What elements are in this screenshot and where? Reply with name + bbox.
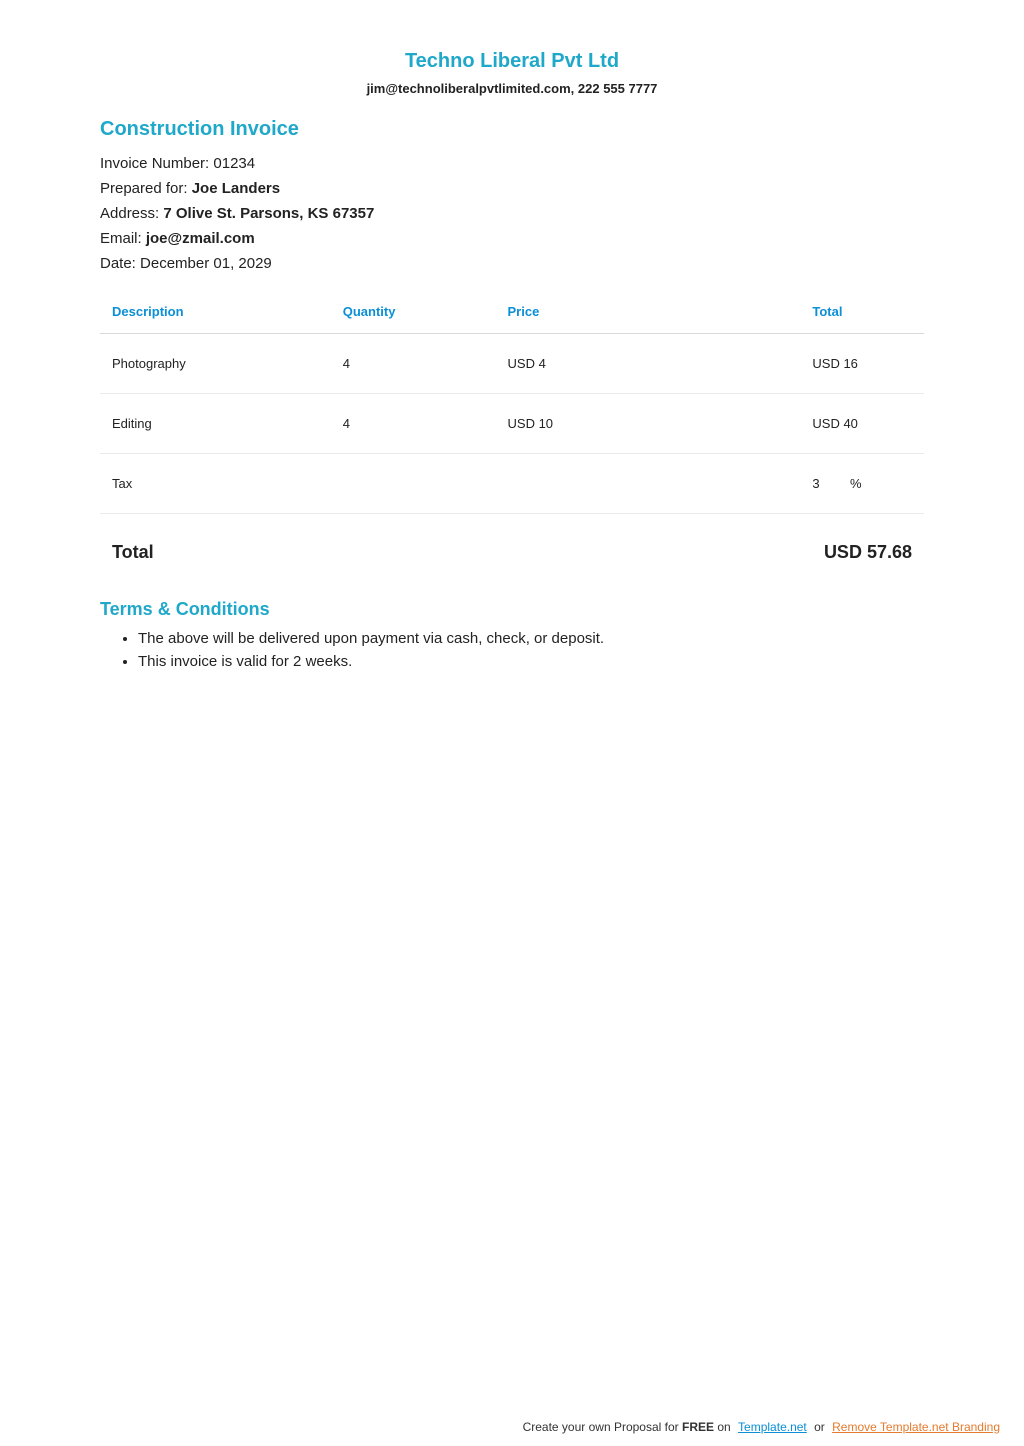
prepared-for-value: Joe Landers (192, 180, 280, 197)
footer-link-template[interactable]: Template.net (738, 1420, 807, 1434)
prepared-for: Prepared for: Joe Landers (100, 180, 924, 197)
email-label: Email: (100, 230, 146, 247)
terms-list: The above will be delivered upon payment… (100, 630, 924, 670)
terms-item: This invoice is valid for 2 weeks. (138, 653, 924, 670)
invoice-number-label: Invoice Number: (100, 155, 213, 172)
cell-description: Editing (100, 394, 331, 454)
grand-total-label: Total (112, 542, 154, 563)
grand-total-row: Total USD 57.68 (100, 514, 924, 563)
tax-value-cell: 3 % (800, 454, 924, 514)
date-label: Date: (100, 255, 140, 272)
cell-quantity: 4 (331, 394, 496, 454)
terms-title: Terms & Conditions (100, 599, 924, 620)
footer-link-remove-branding[interactable]: Remove Template.net Branding (832, 1420, 1000, 1434)
cell-price: USD 10 (496, 394, 801, 454)
cell-total: USD 40 (800, 394, 924, 454)
email-value: joe@zmail.com (146, 230, 255, 247)
th-quantity: Quantity (331, 290, 496, 334)
footer: Create your own Proposal for FREE on Tem… (523, 1420, 1000, 1434)
invoice-number-value: 01234 (213, 155, 255, 172)
cell-description: Photography (100, 334, 331, 394)
cell-price: USD 4 (496, 334, 801, 394)
address: Address: 7 Olive St. Parsons, KS 67357 (100, 205, 924, 222)
cell-quantity: 4 (331, 334, 496, 394)
tax-value: 3 (812, 476, 846, 491)
invoice-table: Description Quantity Price Total Photogr… (100, 290, 924, 514)
tax-suffix: % (850, 476, 862, 491)
prepared-for-label: Prepared for: (100, 180, 192, 197)
table-header-row: Description Quantity Price Total (100, 290, 924, 334)
th-description: Description (100, 290, 331, 334)
invoice-number: Invoice Number: 01234 (100, 155, 924, 172)
tax-row: Tax 3 % (100, 454, 924, 514)
terms-item: The above will be delivered upon payment… (138, 630, 924, 647)
footer-free: FREE (682, 1420, 714, 1434)
table-row: Photography 4 USD 4 USD 16 (100, 334, 924, 394)
th-price: Price (496, 290, 801, 334)
company-contact: jim@technoliberalpvtlimited.com, 222 555… (100, 81, 924, 96)
address-value: 7 Olive St. Parsons, KS 67357 (163, 205, 374, 222)
date-value: December 01, 2029 (140, 255, 272, 272)
company-name: Techno Liberal Pvt Ltd (100, 50, 924, 73)
footer-on: on (714, 1420, 731, 1434)
footer-lead: Create your own Proposal for (523, 1420, 682, 1434)
tax-label: Tax (100, 454, 331, 514)
th-total: Total (800, 290, 924, 334)
grand-total-value: USD 57.68 (824, 542, 912, 563)
table-row: Editing 4 USD 10 USD 40 (100, 394, 924, 454)
cell-total: USD 16 (800, 334, 924, 394)
date: Date: December 01, 2029 (100, 255, 924, 272)
footer-or: or (811, 1420, 828, 1434)
address-label: Address: (100, 205, 163, 222)
email: Email: joe@zmail.com (100, 230, 924, 247)
invoice-title: Construction Invoice (100, 118, 924, 141)
